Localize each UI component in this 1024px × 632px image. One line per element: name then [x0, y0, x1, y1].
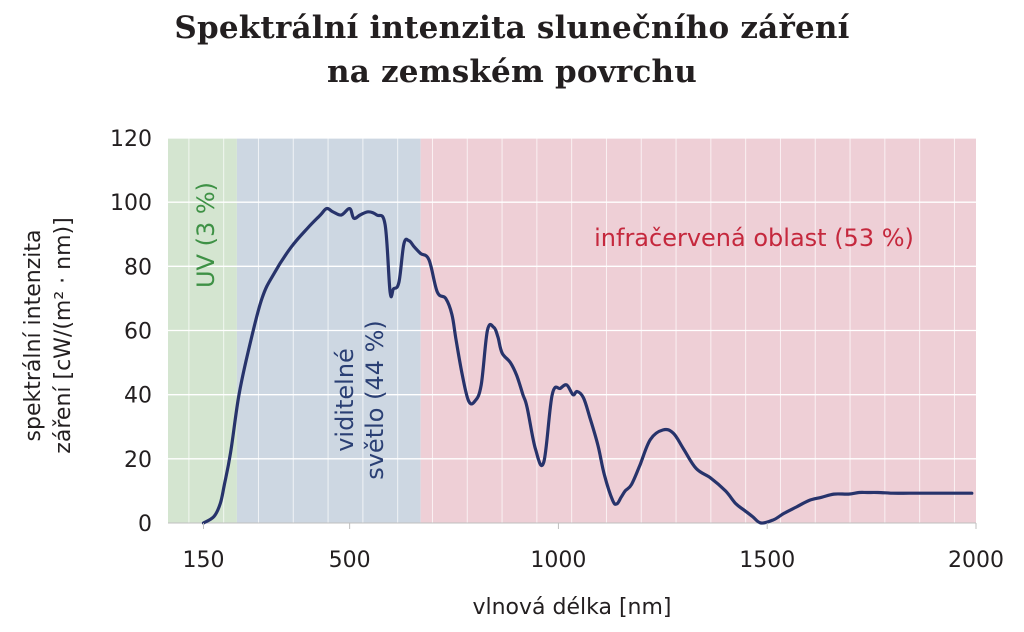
- y-tick-label: 120: [110, 127, 152, 152]
- chart-title-line-2: na zemském povrchu: [326, 54, 698, 90]
- x-tick-label: 150: [182, 548, 224, 573]
- y-axis-label-group: spektrální intenzita záření [cW/(m² · nm)…: [21, 217, 76, 453]
- region-label-0-line-0: UV (3 %): [192, 182, 220, 288]
- chart-title: Spektrální intenzita slunečního záření n…: [0, 6, 1024, 94]
- y-axis-label: spektrální intenzita záření [cW/(m² · nm)…: [21, 217, 76, 453]
- region-label-1-line-1: světlo (44 %): [361, 320, 389, 480]
- x-tick-label: 1500: [739, 548, 795, 573]
- y-tick-label: 60: [124, 320, 152, 345]
- region-label-1-line-0: viditelné: [331, 348, 359, 452]
- y-tick-label: 100: [110, 191, 152, 216]
- y-tick-label: 80: [124, 255, 152, 280]
- region-label-layer: UV (3 %) viditelné světlo (44 %) infračerve…: [192, 182, 914, 480]
- x-tick-label: 1000: [530, 548, 586, 573]
- y-tick-label: 20: [124, 448, 152, 473]
- x-tick-label: 2000: [948, 548, 1004, 573]
- y-tick-label: 40: [124, 384, 152, 409]
- region-label-1: viditelné světlo (44 %): [331, 320, 389, 480]
- y-axis-label-line-1: záření [cW/(m² · nm)]: [51, 217, 76, 453]
- region-label-2: infračervená oblast (53 %): [594, 224, 914, 252]
- y-tick-layer: 0 20 40 60 80 100 120: [110, 127, 152, 537]
- y-tick-label: 0: [138, 512, 152, 537]
- x-tick-label: 500: [329, 548, 371, 573]
- x-axis-label: vlnová délka [nm]: [472, 595, 671, 620]
- chart-title-line-1: Spektrální intenzita slunečního záření: [174, 10, 850, 46]
- spectrum-line-0: [201, 206, 974, 525]
- series-layer: [201, 206, 974, 525]
- region-label-0: UV (3 %): [192, 182, 220, 288]
- x-tick-layer: 150 500 1000 1500 2000: [182, 523, 1004, 573]
- y-axis-label-line-0: spektrální intenzita: [21, 230, 46, 442]
